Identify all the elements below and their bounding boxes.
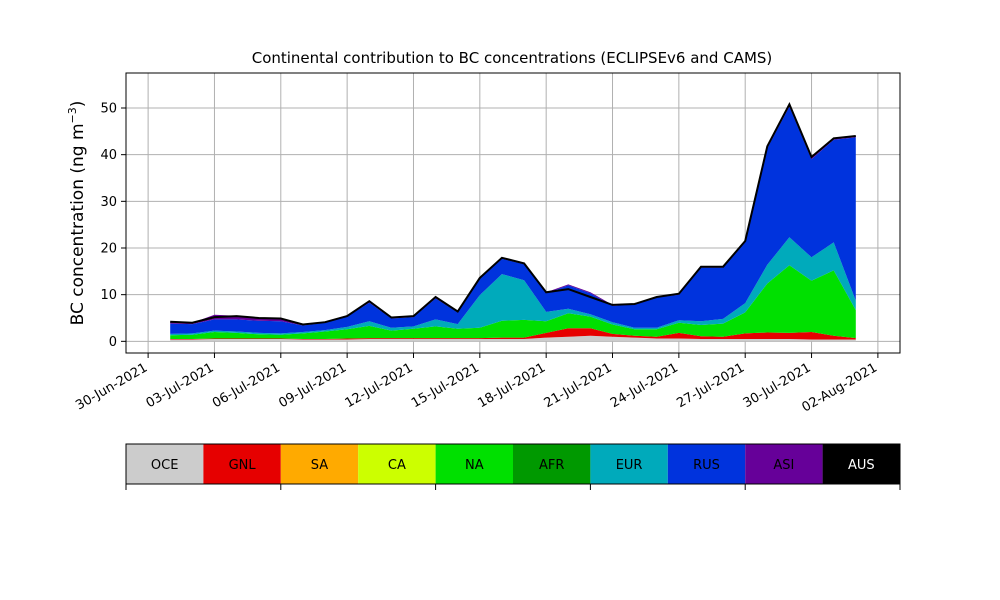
colorbar-label-rus: RUS xyxy=(693,458,720,473)
total-line-layer xyxy=(170,101,856,326)
y-axis-label-exponent: −3 xyxy=(66,107,79,123)
x-axis: 30-Jun-202103-Jul-202106-Jul-202109-Jul-… xyxy=(73,353,880,416)
y-axis: 0 10 20 30 40 50 xyxy=(100,102,126,350)
area-oce xyxy=(170,335,856,342)
y-tick-label: 10 xyxy=(100,288,117,303)
colorbar-label-ca: CA xyxy=(388,458,406,473)
y-axis-label-main: BC concentration (ng m xyxy=(68,123,88,325)
colorbar: OCE GNL SA CA NA AFR EUR RUS ASI AUS xyxy=(125,443,901,490)
x-tick-label: 09-Jul-2021 xyxy=(276,360,349,411)
colorbar-swatch-oce xyxy=(126,444,204,484)
total-line xyxy=(170,101,856,326)
plot-frame xyxy=(125,72,901,354)
x-tick-label: 02-Aug-2021 xyxy=(800,360,880,415)
y-tick-label: 40 xyxy=(100,148,117,163)
colorbar-swatch-aus xyxy=(822,444,900,484)
colorbar-label-asi: ASI xyxy=(773,458,794,473)
x-tick-label: 18-Jul-2021 xyxy=(475,360,548,411)
colorbar-swatch-asi xyxy=(745,444,823,484)
colorbar-swatch-afr xyxy=(513,444,591,484)
y-axis-label: BC concentration (ng m−3) xyxy=(66,101,88,326)
colorbar-swatch-na xyxy=(435,444,513,484)
colorbar-label-afr: AFR xyxy=(539,458,564,473)
y-tick-label: 20 xyxy=(100,242,117,257)
colorbar-label-aus: AUS xyxy=(848,458,875,473)
y-axis-label-close: ) xyxy=(68,101,88,108)
x-tick-label: 27-Jul-2021 xyxy=(674,360,747,411)
area-rus xyxy=(170,106,856,334)
colorbar-swatch-gnl xyxy=(203,444,281,484)
colorbar-swatch-eur xyxy=(590,444,668,484)
colorbar-label-sa: SA xyxy=(311,458,328,473)
x-tick-label: 06-Jul-2021 xyxy=(210,360,283,411)
y-tick-label: 30 xyxy=(100,195,117,210)
colorbar-label-na: NA xyxy=(465,458,484,473)
x-tick-label: 21-Jul-2021 xyxy=(542,360,615,411)
stacked-areas xyxy=(170,104,856,342)
y-tick-label: 0 xyxy=(109,335,117,350)
area-gnl xyxy=(170,328,856,340)
area-na xyxy=(170,265,856,339)
x-tick-label: 24-Jul-2021 xyxy=(608,360,681,411)
colorbar-swatch-rus xyxy=(667,444,746,484)
colorbar-label-eur: EUR xyxy=(616,458,643,473)
colorbar-frame xyxy=(125,443,901,485)
x-tick-label: 12-Jul-2021 xyxy=(343,360,416,411)
x-tick-label: 30-Jun-2021 xyxy=(73,360,150,413)
area-eur xyxy=(170,237,856,336)
colorbar-swatch-ca xyxy=(358,444,436,484)
x-tick-label: 03-Jul-2021 xyxy=(144,360,217,411)
y-tick-label: 50 xyxy=(100,102,117,117)
colorbar-swatch-sa xyxy=(280,444,359,484)
colorbar-label-gnl: GNL xyxy=(229,458,257,473)
colorbar-label-oce: OCE xyxy=(151,458,179,473)
x-tick-label: 15-Jul-2021 xyxy=(409,360,482,411)
chart-title: Continental contribution to BC concentra… xyxy=(252,49,773,67)
